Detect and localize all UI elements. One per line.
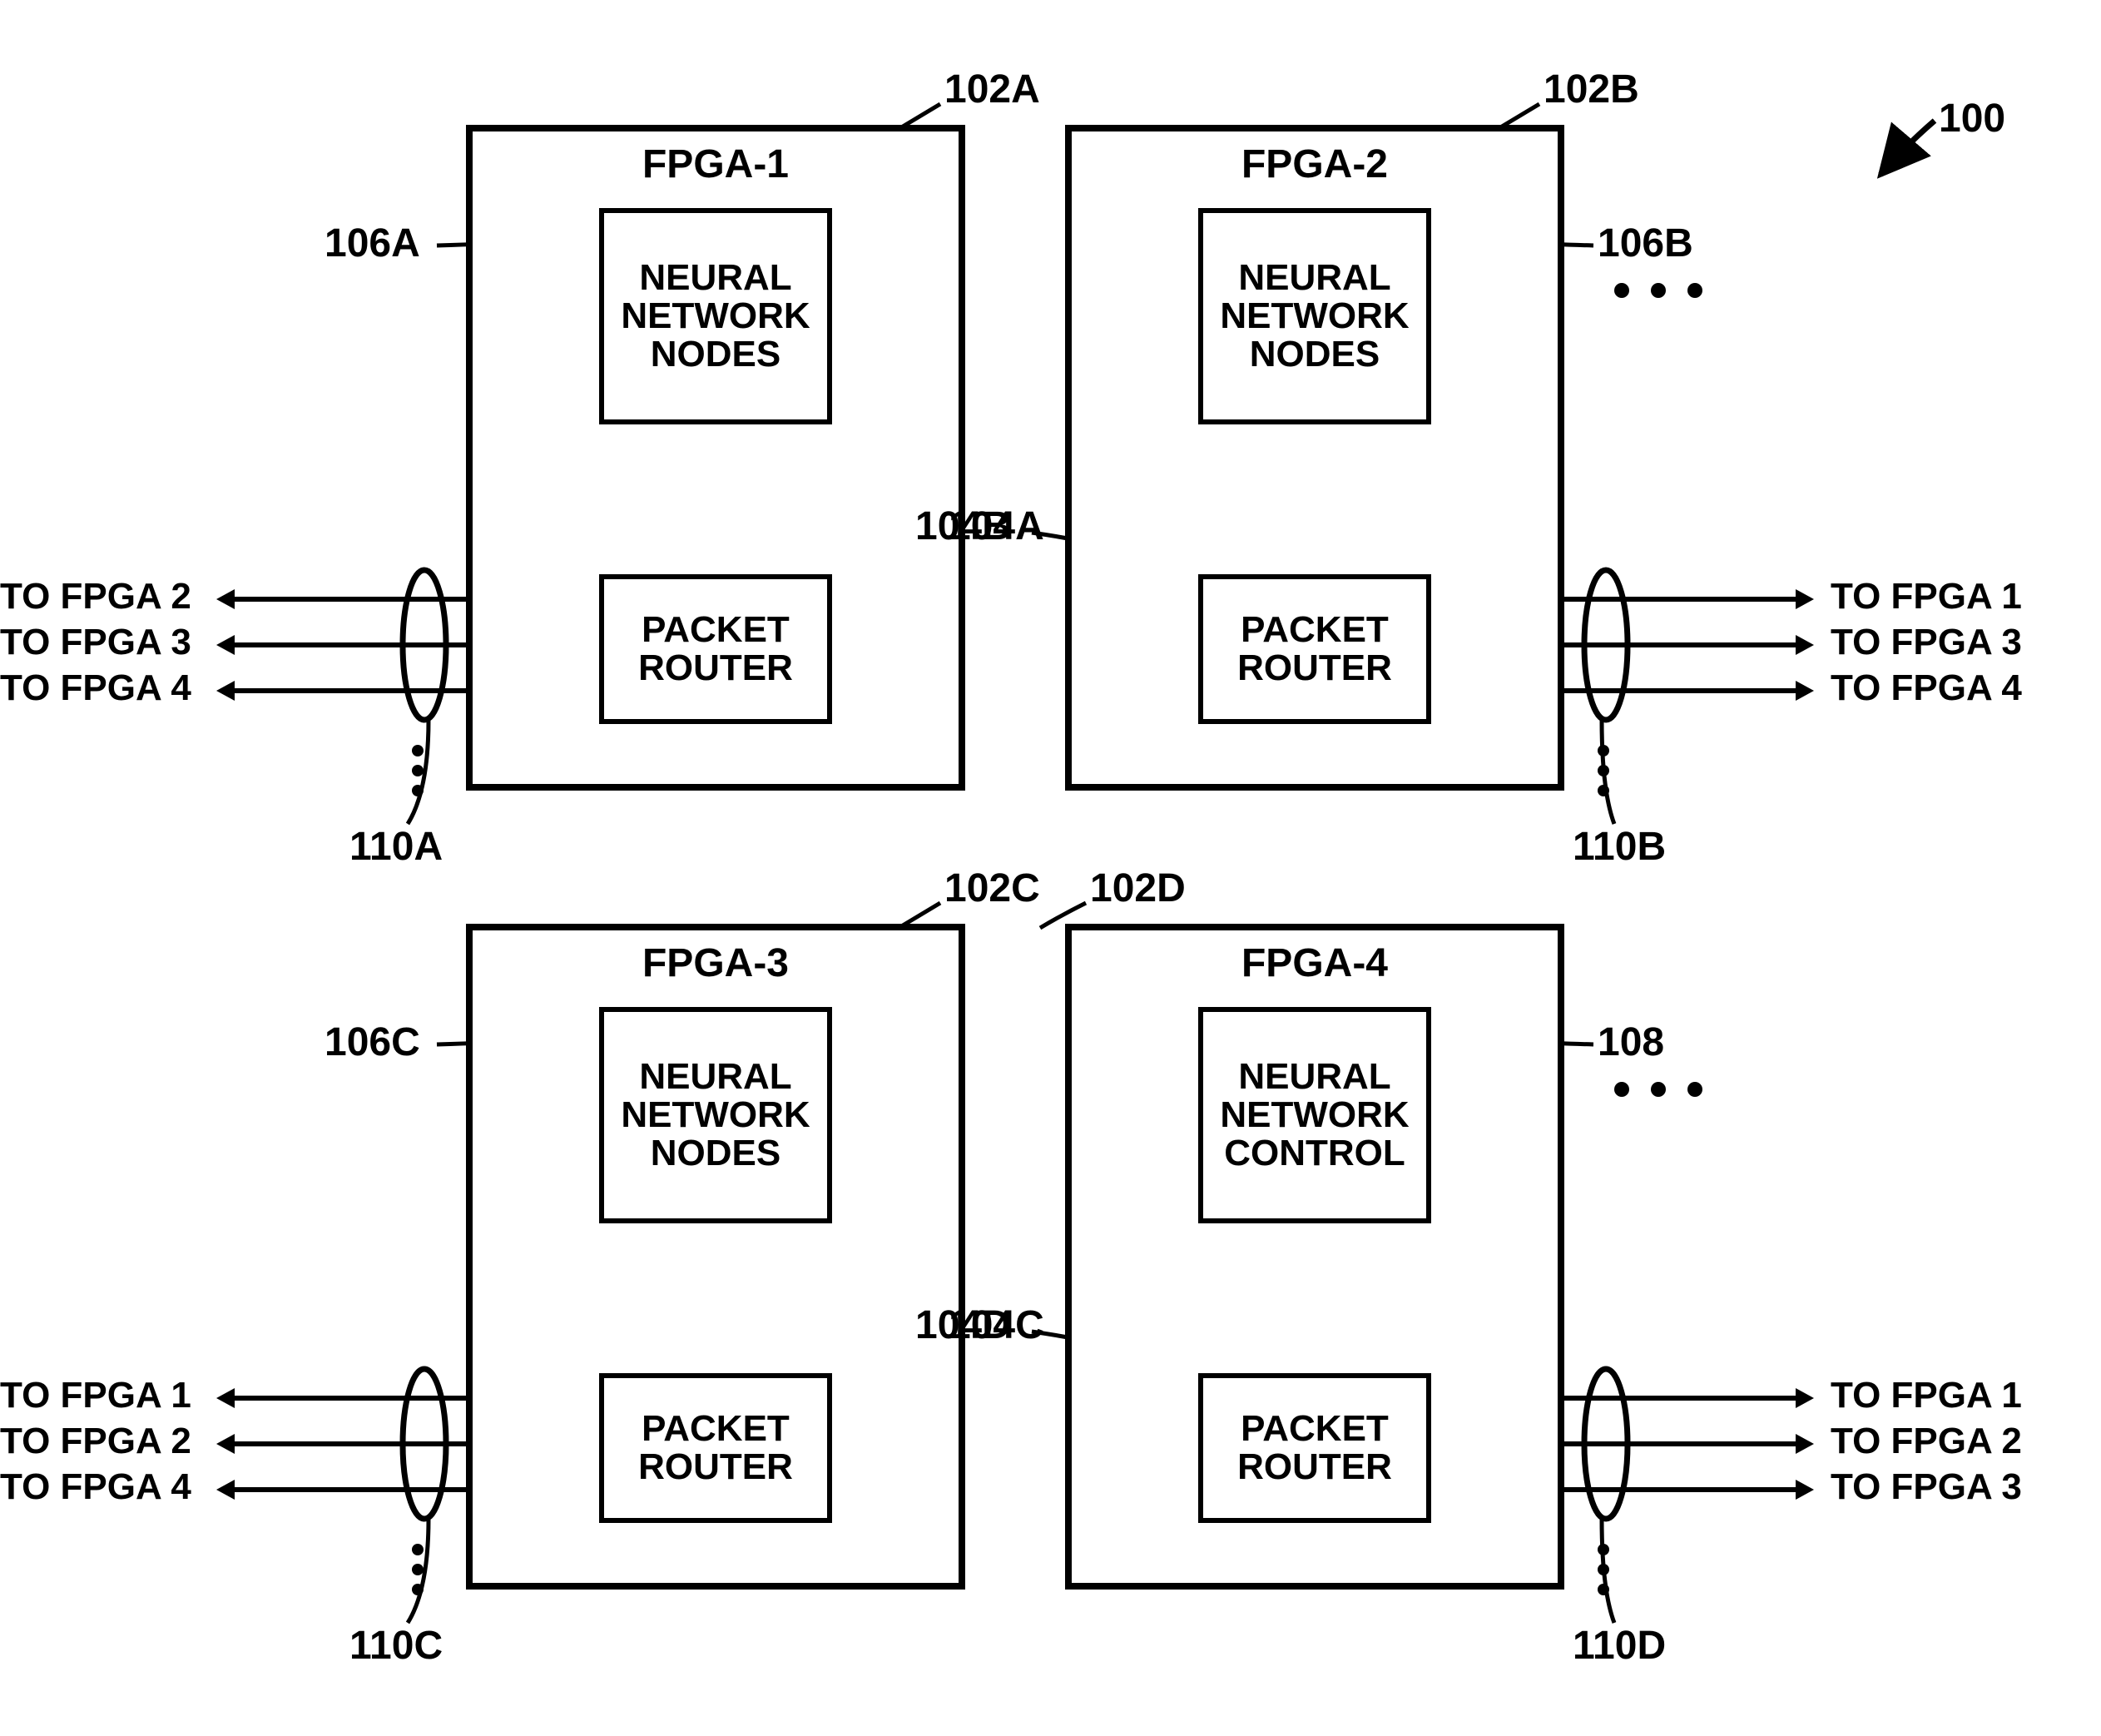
fpga2-trailing-dots: [1614, 283, 1702, 298]
fpga4-router-box: PACKETROUTER: [1198, 1373, 1431, 1523]
fpga2-arrow-vdots: [1598, 745, 1609, 796]
fpga1-outer-ref: 102A: [944, 67, 1040, 112]
fpga2-outer-ref: 102B: [1544, 67, 1639, 112]
fpga2-neural-ref: 106B: [1598, 221, 1693, 266]
fpga4-outer-ref: 102D: [1090, 866, 1186, 911]
fpga2-bus-ref: 110B: [1573, 824, 1666, 870]
fpga3-neural-box: NEURALNETWORKNODES: [599, 1007, 832, 1223]
fpga4-arrow-label-1: TO FPGA 2: [1831, 1421, 2022, 1462]
fpga1-neural-ref: 106A: [325, 221, 420, 266]
fpga3-router-box: PACKETROUTER: [599, 1373, 832, 1523]
fpga3-outer-ref: 102C: [944, 866, 1040, 911]
fpga4-trailing-dots: [1614, 1082, 1702, 1097]
figure-ref: 100: [1939, 96, 2005, 141]
fpga4-arrow-vdots: [1598, 1544, 1609, 1595]
fpga3-bus-ref: 110C: [349, 1623, 443, 1669]
fpga1-router-box: PACKETROUTER: [599, 574, 832, 724]
fpga1-title: FPGA-1: [466, 141, 965, 187]
fpga2-arrow-label-1: TO FPGA 3: [1831, 622, 2022, 663]
diagram-stage: 100 102A FPGA-1 NEURALNETWORKNODES 106A PACK…: [0, 0, 2101, 1736]
fpga1-arrow-label-2: TO FPGA 4: [0, 667, 191, 709]
fpga1-bus-ref: 110A: [349, 824, 443, 870]
fpga2-neural-box: NEURALNETWORKNODES: [1198, 208, 1431, 424]
fpga3-arrow-label-2: TO FPGA 4: [0, 1466, 191, 1508]
fpga3-arrow-label-1: TO FPGA 2: [0, 1421, 191, 1462]
fpga4-arrow-label-2: TO FPGA 3: [1831, 1466, 2022, 1508]
fpga4-title: FPGA-4: [1065, 940, 1564, 986]
fpga1-arrow-label-1: TO FPGA 3: [0, 622, 191, 663]
fpga1-arrow-label-0: TO FPGA 2: [0, 576, 191, 618]
overlay-svg: [0, 0, 2101, 1736]
fpga1-neural-box: NEURALNETWORKNODES: [599, 208, 832, 424]
fpga3-title: FPGA-3: [466, 940, 965, 986]
fpga4-neural-ref: 108: [1598, 1019, 1664, 1065]
fpga2-arrow-label-2: TO FPGA 4: [1831, 667, 2022, 709]
fpga2-arrow-label-0: TO FPGA 1: [1831, 576, 2022, 618]
fpga3-arrow-vdots: [412, 1544, 424, 1595]
fpga4-neural-box: NEURALNETWORKCONTROL: [1198, 1007, 1431, 1223]
fpga4-arrow-label-0: TO FPGA 1: [1831, 1375, 2022, 1416]
fpga4-bus-ref: 110D: [1573, 1623, 1666, 1669]
fpga2-router-box: PACKETROUTER: [1198, 574, 1431, 724]
fpga2-title: FPGA-2: [1065, 141, 1564, 187]
fpga1-arrow-vdots: [412, 745, 424, 796]
fpga4-router-ref: 104D: [915, 1302, 1011, 1348]
fpga3-arrow-label-0: TO FPGA 1: [0, 1375, 191, 1416]
fpga2-router-ref: 104B: [915, 503, 1011, 549]
fpga3-neural-ref: 106C: [325, 1019, 420, 1065]
